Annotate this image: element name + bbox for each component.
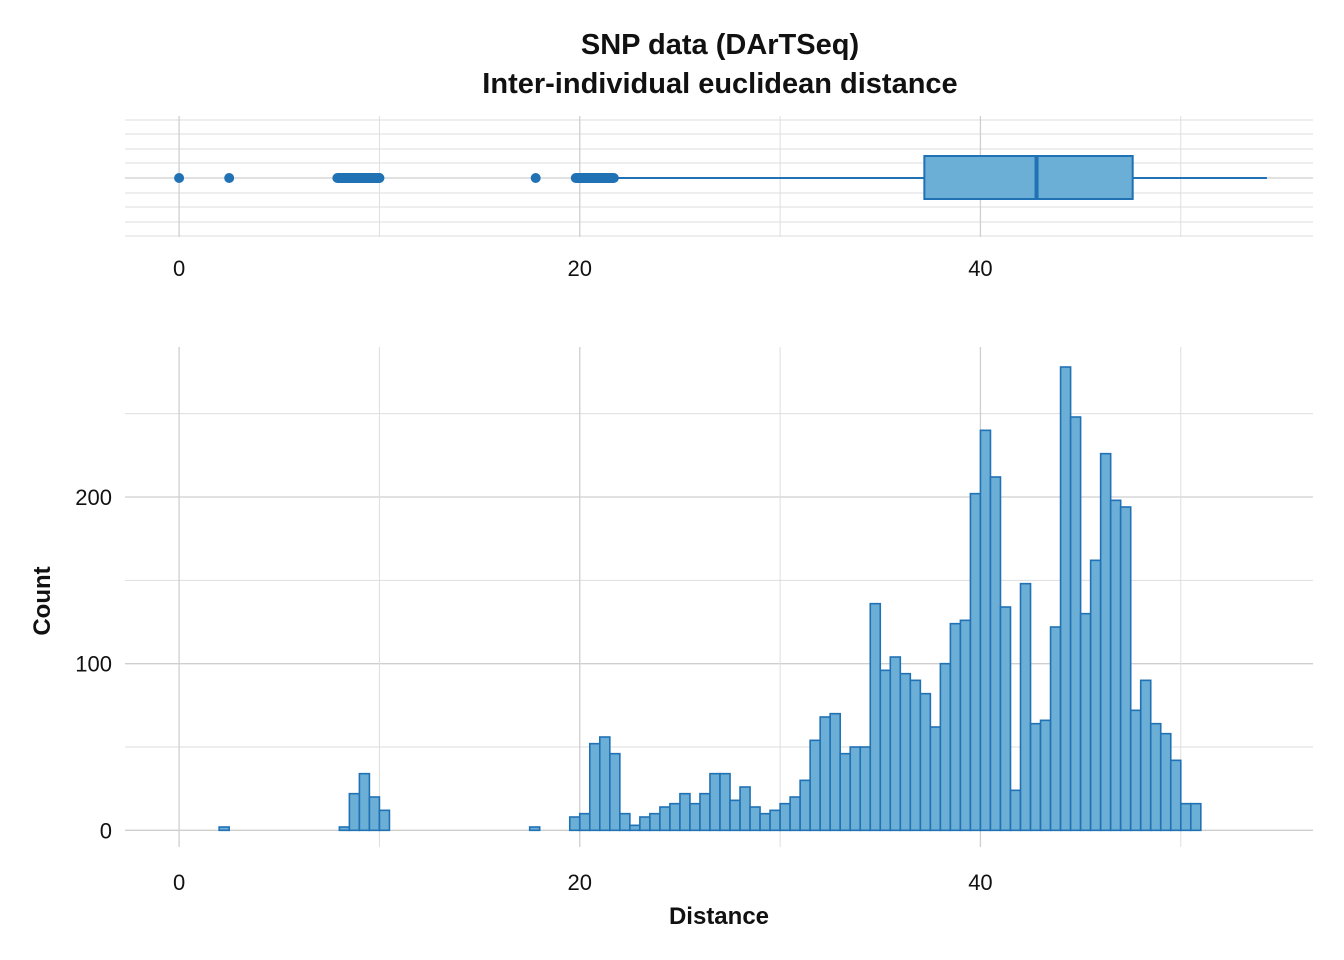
hist-bar xyxy=(1149,722,1162,832)
hist-bar xyxy=(1099,452,1112,832)
hist-bar xyxy=(629,824,641,832)
hist-x-tick-label: 20 xyxy=(568,870,592,895)
hist-bar xyxy=(799,779,811,832)
hist-bar xyxy=(1009,789,1022,832)
hist-bar xyxy=(1049,626,1062,832)
hist-bar xyxy=(899,672,912,832)
chart-subtitle: Inter-individual euclidean distance xyxy=(482,68,957,100)
hist-bar xyxy=(859,746,872,832)
hist-bar xyxy=(809,739,821,832)
hist-bar xyxy=(609,752,621,832)
hist-bar xyxy=(378,809,391,832)
hist-bar xyxy=(789,796,801,832)
hist-bar xyxy=(1089,559,1102,832)
y-axis-title: Count xyxy=(29,566,56,635)
hist-bar xyxy=(699,792,711,832)
hist-bar xyxy=(839,752,852,832)
hist-bar xyxy=(989,476,1002,832)
hist-y-tick-label: 0 xyxy=(100,818,112,843)
hist-bar xyxy=(528,826,541,832)
hist-bar xyxy=(739,786,751,832)
hist-bar xyxy=(929,726,942,832)
box-x-tick-label: 0 xyxy=(173,256,185,281)
hist-bar xyxy=(689,802,701,832)
hist-bar xyxy=(338,826,351,832)
hist-bar xyxy=(709,772,721,832)
hist-bar xyxy=(1039,719,1052,832)
hist-bar xyxy=(1079,612,1092,832)
hist-bar xyxy=(1019,582,1032,832)
box-outlier-point xyxy=(224,173,235,183)
hist-bar xyxy=(669,802,681,832)
hist-x-tick-label: 40 xyxy=(968,870,992,895)
hist-bar xyxy=(819,716,831,832)
hist-bar xyxy=(769,809,781,832)
hist-bar xyxy=(368,796,381,832)
hist-bar xyxy=(218,826,230,832)
hist-bar xyxy=(919,692,932,832)
hist-bar xyxy=(1109,499,1122,832)
hist-bar xyxy=(969,492,982,832)
hist-bar xyxy=(649,812,661,832)
hist-bar xyxy=(939,662,952,832)
hist-bar xyxy=(679,792,691,832)
chart-title: SNP data (DArTSeq) xyxy=(581,29,859,61)
hist-bar xyxy=(779,802,791,832)
hist-bar xyxy=(1189,802,1202,832)
x-axis-title: Distance xyxy=(669,903,769,930)
box-x-tick-label: 20 xyxy=(568,256,592,281)
hist-bar xyxy=(959,619,972,832)
histogram-panel: 0 100 200 0 20 40 xyxy=(75,347,1313,895)
hist-bar xyxy=(588,742,601,832)
hist-bar xyxy=(719,772,731,832)
hist-bar xyxy=(598,736,611,832)
boxplot-panel: 0 20 40 xyxy=(125,116,1313,281)
hist-bar xyxy=(1169,759,1182,832)
hist-bar xyxy=(1069,416,1082,832)
hist-bar xyxy=(358,772,371,832)
hist-y-tick-label: 200 xyxy=(75,485,112,510)
hist-bar xyxy=(1029,722,1042,832)
hist-bar xyxy=(659,806,671,832)
hist-y-tick-label: 100 xyxy=(75,652,112,677)
hist-bar xyxy=(619,812,631,832)
hist-bar xyxy=(1129,709,1142,832)
hist-bar xyxy=(348,792,361,832)
hist-bar xyxy=(1119,506,1132,832)
box-outlier-point xyxy=(530,173,541,183)
hist-bar xyxy=(1179,802,1192,832)
hist-bar xyxy=(949,622,962,832)
hist-bar xyxy=(729,799,741,832)
box-outlier-point xyxy=(174,173,185,183)
hist-bar xyxy=(749,806,761,832)
hist-bar xyxy=(909,679,922,832)
hist-bar xyxy=(759,812,771,832)
hist-bar xyxy=(568,816,581,832)
hist-bar xyxy=(889,656,902,832)
hist-bar xyxy=(879,669,892,832)
hist-bar xyxy=(979,429,992,832)
hist-bar xyxy=(578,812,591,832)
box-iqr xyxy=(923,155,1134,200)
hist-bar xyxy=(1159,732,1172,832)
hist-x-tick-label: 0 xyxy=(173,870,185,895)
box-x-tick-label: 40 xyxy=(968,256,992,281)
hist-bar xyxy=(1059,366,1072,832)
hist-bar xyxy=(849,746,862,832)
hist-bar xyxy=(999,606,1012,832)
hist-bar xyxy=(1139,679,1152,832)
hist-bar xyxy=(829,712,842,832)
hist-bar xyxy=(639,816,651,832)
hist-bar xyxy=(869,602,882,832)
